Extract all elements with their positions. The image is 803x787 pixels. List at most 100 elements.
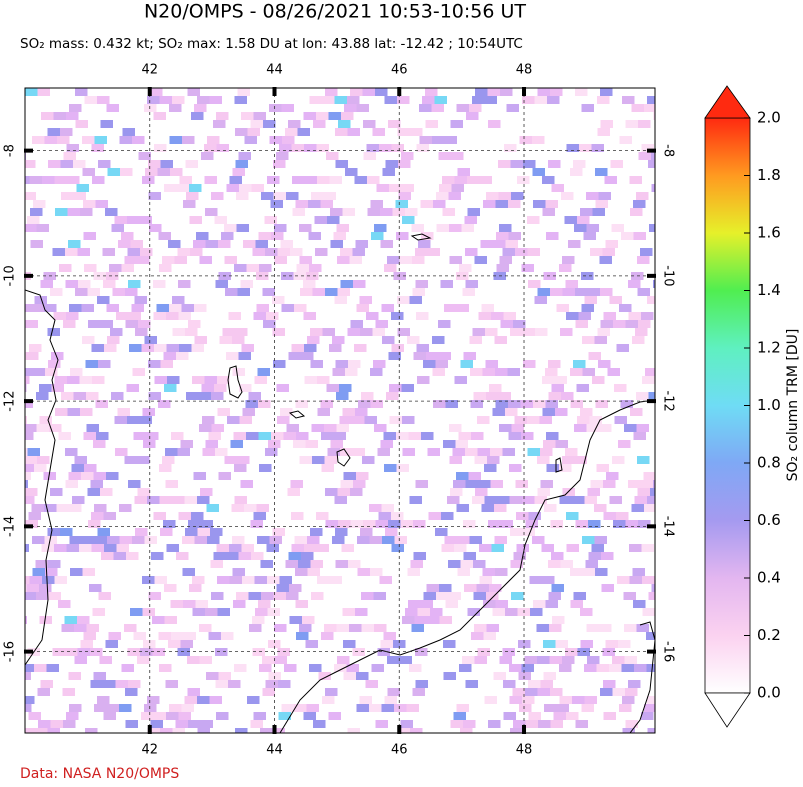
so2-pixel (519, 704, 532, 712)
so2-pixel (75, 288, 88, 296)
so2-pixel (522, 528, 535, 536)
so2-pixel (261, 192, 274, 200)
so2-pixel (566, 512, 579, 520)
so2-pixel (380, 640, 393, 648)
so2-pixel (552, 616, 565, 624)
so2-pixel (308, 232, 321, 240)
so2-pixel (362, 456, 375, 464)
so2-pixel (374, 424, 387, 432)
so2-pixel (192, 376, 205, 384)
so2-pixel (484, 696, 497, 704)
so2-pixel (387, 688, 400, 696)
so2-pixel (463, 720, 476, 728)
so2-pixel (435, 528, 448, 536)
so2-pixel (371, 664, 384, 672)
so2-pixel (532, 536, 545, 544)
so2-pixel (187, 656, 200, 664)
so2-pixel (430, 608, 443, 616)
so2-pixel (127, 248, 140, 256)
so2-pixel (152, 648, 165, 656)
so2-pixel (445, 400, 458, 408)
so2-pixel (510, 560, 523, 568)
so2-pixel (595, 200, 608, 208)
so2-pixel (475, 488, 488, 496)
so2-pixel (69, 536, 82, 544)
so2-pixel (97, 96, 110, 104)
so2-pixel (549, 624, 562, 632)
so2-pixel (325, 520, 338, 528)
so2-pixel (125, 320, 138, 328)
lon-tick-bottom (147, 725, 152, 734)
so2-pixel (486, 392, 499, 400)
so2-pixel (540, 680, 553, 688)
so2-pixel (150, 720, 163, 728)
so2-pixel (530, 608, 543, 616)
so2-pixel (534, 296, 547, 304)
so2-pixel (442, 208, 455, 216)
so2-pixel (509, 464, 522, 472)
so2-pixel (366, 144, 379, 152)
so2-pixel (53, 112, 66, 120)
so2-pixel (509, 496, 522, 504)
so2-pixel (562, 256, 575, 264)
so2-pixel (235, 128, 248, 136)
so2-pixel (168, 240, 181, 248)
so2-pixel (519, 136, 532, 144)
so2-pixel (208, 432, 221, 440)
so2-pixel (336, 424, 349, 432)
so2-pixel (107, 336, 120, 344)
so2-pixel (477, 448, 490, 456)
so2-pixel (128, 280, 141, 288)
so2-pixel (288, 120, 301, 128)
so2-pixel (199, 424, 212, 432)
so2-pixel (219, 336, 232, 344)
so2-pixel (93, 440, 106, 448)
so2-pixel (663, 688, 676, 696)
so2-pixel (267, 576, 280, 584)
so2-pixel (291, 512, 304, 520)
so2-pixel (207, 536, 220, 544)
so2-pixel (248, 592, 261, 600)
lat-tick-label: -8 (3, 144, 18, 157)
so2-pixel (355, 240, 368, 248)
so2-pixel (591, 144, 604, 152)
so2-pixel (274, 224, 287, 232)
so2-pixel (65, 448, 78, 456)
so2-pixel (629, 544, 642, 552)
so2-pixel (292, 208, 305, 216)
so2-pixel (509, 664, 522, 672)
so2-pixel (229, 544, 242, 552)
so2-pixel (43, 472, 56, 480)
so2-pixel (251, 552, 264, 560)
so2-pixel (363, 520, 376, 528)
so2-pixel (315, 248, 328, 256)
so2-pixel (339, 416, 352, 424)
so2-pixel (503, 312, 516, 320)
so2-pixel (588, 352, 601, 360)
so2-pixel (321, 464, 334, 472)
so2-pixel (638, 120, 651, 128)
so2-pixel (411, 224, 424, 232)
so2-pixel (547, 96, 560, 104)
so2-pixel (616, 344, 629, 352)
so2-pixel (115, 680, 128, 688)
so2-pixel (484, 496, 497, 504)
so2-pixel (41, 544, 54, 552)
so2-pixel (540, 448, 553, 456)
so2-pixel (274, 256, 287, 264)
so2-pixel (575, 520, 588, 528)
so2-pixel (441, 512, 454, 520)
so2-pixel (185, 528, 198, 536)
so2-pixel (625, 320, 638, 328)
so2-pixel (247, 128, 260, 136)
so2-pixel (295, 568, 308, 576)
so2-pixel (301, 552, 314, 560)
so2-pixel (420, 600, 433, 608)
so2-pixel (465, 280, 478, 288)
so2-pixel (176, 184, 189, 192)
so2-pixel (598, 192, 611, 200)
so2-pixel (543, 640, 556, 648)
so2-pixel (572, 496, 585, 504)
so2-pixel (469, 536, 482, 544)
so2-pixel (595, 168, 608, 176)
